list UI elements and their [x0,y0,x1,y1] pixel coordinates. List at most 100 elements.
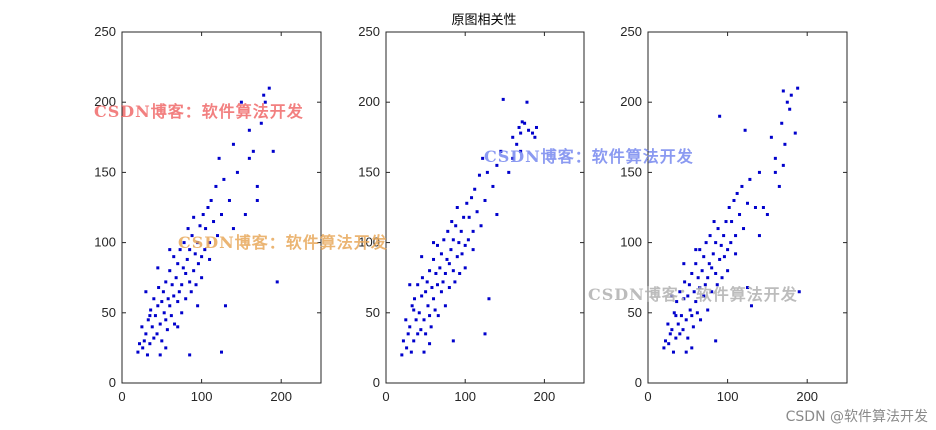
data-point [173,322,177,326]
data-point [445,257,449,261]
data-point [692,290,696,294]
data-point [453,280,457,284]
data-point [471,229,475,233]
data-point [773,156,777,160]
y-tick-label: 0 [635,375,642,390]
data-point [671,350,675,354]
data-point [192,269,196,273]
data-point [158,353,162,357]
data-point [251,149,255,153]
data-point [720,276,724,280]
data-point [734,234,738,238]
data-point [420,276,424,280]
data-point [773,170,777,174]
data-point [698,248,702,252]
data-point [465,201,469,205]
data-point [785,100,789,104]
data-point [441,280,445,284]
data-point [162,311,166,315]
data-point [247,128,251,132]
data-point [481,156,485,160]
data-point [247,156,251,160]
data-point [682,297,686,301]
data-point [174,276,178,280]
data-point [208,257,212,261]
data-point [471,248,475,252]
data-point [714,339,718,343]
watermark-3: CSDN博客：软件算法开发 [178,233,388,252]
data-point [262,93,266,97]
data-point [428,269,432,273]
data-point [511,135,515,139]
data-point [769,135,773,139]
data-point [515,142,519,146]
data-point [185,257,189,261]
data-point [420,255,424,259]
data-point [527,128,531,132]
data-point [434,271,438,275]
data-point [432,297,436,301]
data-point [150,325,154,329]
x-tick-label: 100 [454,389,476,404]
data-point [194,283,198,287]
data-point [196,241,200,245]
data-point [425,280,429,284]
data-point [710,290,714,294]
data-point [164,280,168,284]
data-point [413,297,417,301]
data-point [674,314,678,318]
y-tick-label: 50 [366,305,380,320]
data-point [212,220,216,224]
data-point [722,255,726,259]
data-point [142,339,146,343]
data-point [670,328,674,332]
data-point [757,170,761,174]
data-point [479,224,483,228]
y-tick-label: 50 [102,305,116,320]
data-point [420,294,424,298]
data-point [408,325,412,329]
data-point [517,125,521,129]
data-point [180,311,184,315]
data-point [184,271,188,275]
data-point [419,328,423,332]
data-point [746,286,749,290]
data-point [729,241,733,245]
data-point [169,314,173,318]
data-point [259,121,263,125]
data-point [684,350,688,354]
y-tick-label: 150 [358,164,380,179]
data-point [216,234,220,238]
x-tick-label: 200 [534,389,556,404]
data-point [223,304,227,308]
data-point [412,308,416,312]
data-point [712,220,716,224]
data-point [432,257,436,261]
data-point [148,314,152,318]
data-point [409,350,413,354]
data-point [152,297,156,301]
data-point [153,314,157,318]
data-point [761,206,765,209]
data-point [698,286,702,290]
data-point [439,252,443,256]
data-point [405,346,409,350]
data-point [668,332,672,336]
data-point [424,332,428,336]
y-tick-label: 200 [620,94,642,109]
data-point [704,241,708,245]
data-point [690,271,694,275]
data-point [684,318,688,322]
data-point [422,318,426,322]
data-point [208,241,212,245]
data-point [255,184,259,188]
data-point [148,342,152,346]
data-point [190,234,194,238]
data-point [495,213,499,217]
y-tick-label: 200 [358,94,380,109]
data-point [667,342,671,346]
data-point [188,353,192,357]
data-point [719,243,723,247]
data-point [679,314,683,318]
data-point [674,336,678,340]
